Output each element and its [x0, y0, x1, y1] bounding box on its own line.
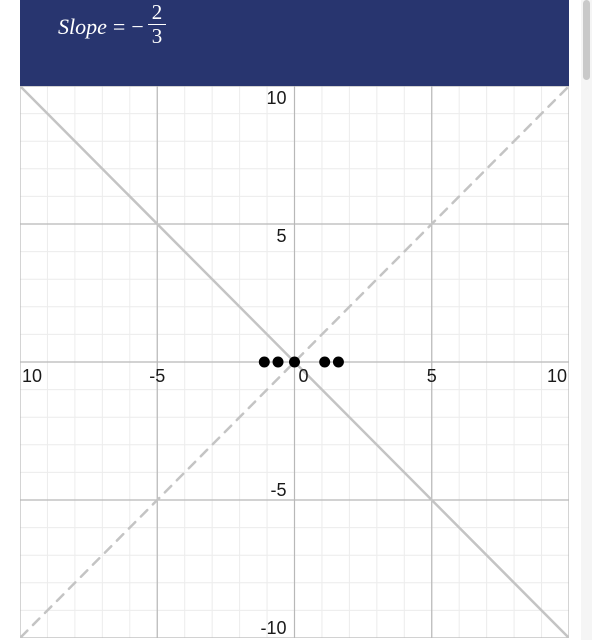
svg-text:-5: -5: [270, 480, 286, 500]
fraction-numerator: 2: [148, 2, 167, 25]
svg-text:-10: -10: [260, 618, 286, 638]
svg-text:-5: -5: [149, 366, 165, 386]
fraction-denominator: 3: [148, 25, 167, 47]
formula-equals: =: [113, 14, 125, 40]
grid-svg: 10 5 -5 -10 10 -5 0 5 10: [20, 86, 569, 638]
svg-text:0: 0: [299, 366, 309, 386]
vertical-scrollbar[interactable]: [581, 0, 592, 640]
formula-lhs: Slope: [58, 14, 107, 40]
svg-text:10: 10: [266, 88, 286, 108]
svg-text:5: 5: [427, 366, 437, 386]
svg-text:5: 5: [276, 226, 286, 246]
formula-sign: −: [131, 14, 143, 40]
coordinate-grid[interactable]: 10 5 -5 -10 10 -5 0 5 10: [20, 86, 569, 638]
header-banner: Slope = − 2 3: [20, 0, 569, 86]
svg-text:10: 10: [547, 366, 567, 386]
scrollbar-thumb[interactable]: [583, 0, 590, 80]
slope-formula: Slope = − 2 3: [58, 4, 166, 49]
formula-fraction: 2 3: [148, 2, 167, 47]
svg-text:10: 10: [22, 366, 42, 386]
